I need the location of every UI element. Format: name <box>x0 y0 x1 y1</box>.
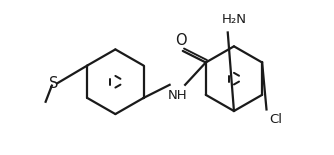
Text: O: O <box>175 33 187 48</box>
Text: H₂N: H₂N <box>221 13 246 26</box>
Text: S: S <box>49 76 59 91</box>
Text: NH: NH <box>168 89 187 102</box>
Text: Cl: Cl <box>270 113 283 126</box>
